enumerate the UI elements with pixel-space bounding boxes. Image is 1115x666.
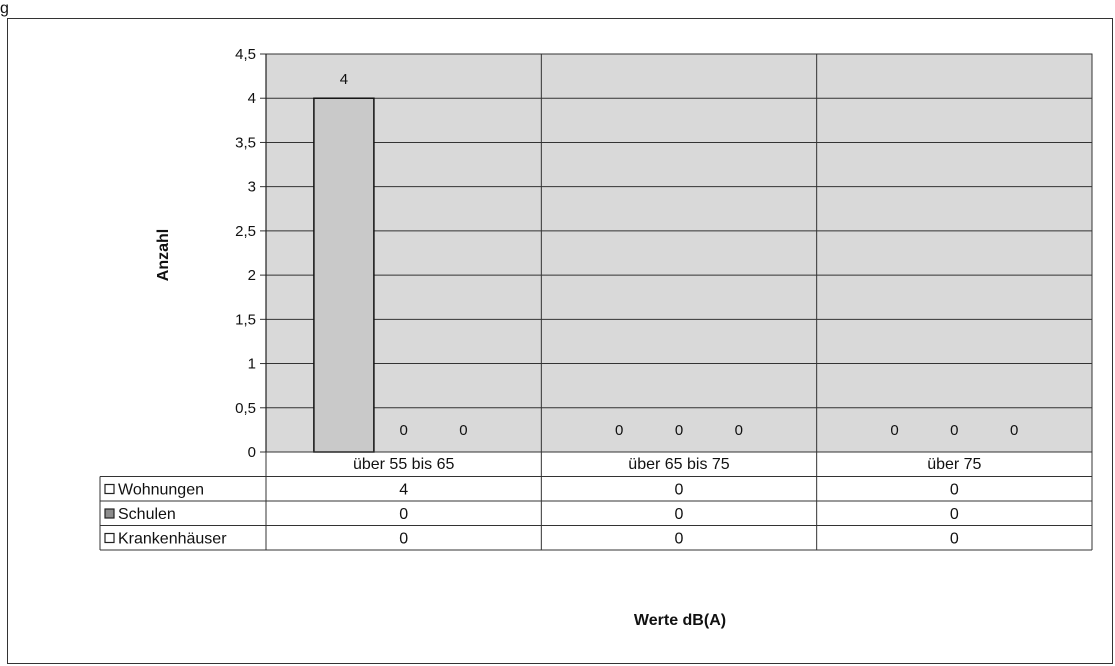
y-axis-title: Anzahl <box>155 229 172 281</box>
y-tick-label: 4 <box>248 90 256 107</box>
data-label: 4 <box>340 71 348 88</box>
x-category-label: über 75 <box>927 456 981 473</box>
plot-area <box>265 53 1093 453</box>
x-category-label: über 65 bis 75 <box>628 456 730 473</box>
legend-series-label: Krankenhäuser <box>118 531 227 548</box>
y-tick-label: 2,5 <box>235 223 256 240</box>
data-label: 0 <box>1010 422 1018 439</box>
corner-text: g <box>0 0 9 17</box>
data-label: 0 <box>459 422 467 439</box>
table-cell-value: 0 <box>399 531 408 548</box>
hollow-square-icon <box>104 532 115 544</box>
y-tick-label: 3,5 <box>235 134 256 151</box>
y-tick-label: 1 <box>248 356 256 373</box>
table-cell-value: 0 <box>950 506 959 523</box>
table-cell-value: 0 <box>950 482 959 499</box>
table-cell-value: 4 <box>399 482 408 499</box>
y-tick-label: 0,5 <box>235 400 256 417</box>
data-label: 0 <box>950 422 958 439</box>
table-cell-value: 0 <box>675 482 684 499</box>
bar <box>313 97 375 453</box>
table-cell-value: 0 <box>399 506 408 523</box>
table-cell-value: 0 <box>675 531 684 548</box>
data-label: 0 <box>615 422 623 439</box>
data-label: 0 <box>890 422 898 439</box>
y-tick-label: 2 <box>248 267 256 284</box>
y-tick-label: 3 <box>248 179 256 196</box>
legend-series-label: Wohnungen <box>118 482 204 499</box>
y-tick-label: 0 <box>248 444 256 461</box>
y-tick-label: 1,5 <box>235 311 256 328</box>
table-cell-value: 0 <box>950 531 959 548</box>
data-label: 0 <box>735 422 743 439</box>
filled-square-icon <box>104 508 115 519</box>
legend-series-label: Schulen <box>118 506 176 523</box>
x-category-label: über 55 bis 65 <box>353 456 455 473</box>
y-tick-label: 4,5 <box>235 46 256 63</box>
x-axis-title: Werte dB(A) <box>634 612 726 629</box>
table-cell-value: 0 <box>675 506 684 523</box>
data-label: 0 <box>675 422 683 439</box>
data-label: 0 <box>399 422 407 439</box>
hollow-square-icon <box>104 483 115 495</box>
